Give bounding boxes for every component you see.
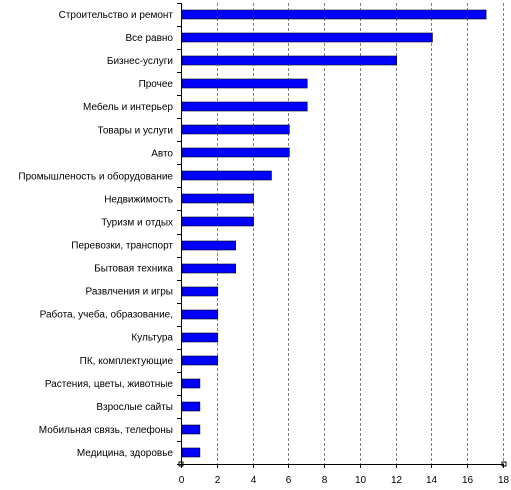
category-label: Культура <box>131 333 173 344</box>
category-label: Развлчения и игры <box>86 287 174 298</box>
category-label: Прочее <box>139 79 174 90</box>
category-label: Туризм и отдых <box>101 217 173 228</box>
bar <box>181 170 272 181</box>
category-label: Промышленость и оборудование <box>18 170 173 182</box>
x-tick-label-4: 4 <box>251 475 257 486</box>
bar <box>181 240 236 251</box>
x-tick-label-8: 8 <box>322 475 328 486</box>
bar <box>181 424 201 435</box>
bar <box>181 401 201 412</box>
category-label: Растения, цветы, животные <box>45 379 174 390</box>
axes <box>177 3 507 468</box>
bar <box>181 32 433 43</box>
bar <box>181 286 219 297</box>
x-tick-label-6: 6 <box>286 475 292 486</box>
category-label: Бизнес-услуги <box>107 56 173 67</box>
bar <box>181 309 219 320</box>
bar <box>181 263 236 274</box>
bar <box>181 193 254 204</box>
bar <box>181 378 201 389</box>
category-label: Перевозки, транспорт <box>71 241 173 252</box>
category-label: Взрослые сайты <box>96 402 173 413</box>
category-label: Авто <box>151 148 173 159</box>
gridlines <box>217 3 504 464</box>
axis-end-handle <box>501 461 507 467</box>
category-label: Товары и услуги <box>98 125 174 136</box>
bar <box>181 447 201 458</box>
category-label: Строительство и ремонт <box>59 10 174 21</box>
bar <box>181 216 254 227</box>
category-label: Недвижимость <box>104 194 173 205</box>
x-tick-label-12: 12 <box>391 475 403 486</box>
tick-labels: 0 2 4 6 8 10 12 14 16 18 <box>179 475 510 486</box>
category-label: Бытовая техника <box>94 264 173 275</box>
bar <box>181 147 290 158</box>
bar <box>181 101 308 112</box>
bars <box>181 9 487 458</box>
category-label: Мебель и интерьер <box>83 101 173 113</box>
category-label: Все равно <box>125 33 173 44</box>
x-tick-label-16: 16 <box>462 475 474 486</box>
bar <box>181 124 290 135</box>
x-tick-label-2: 2 <box>215 475 221 486</box>
bar <box>181 332 219 343</box>
category-labels: Строительство и ремонт Все равно Бизнес-ус… <box>18 10 173 459</box>
x-tick-label-14: 14 <box>426 475 438 486</box>
x-tick-label-0: 0 <box>179 475 185 486</box>
x-tick-label-10: 10 <box>355 475 367 486</box>
bar <box>181 9 487 20</box>
category-label: Работа, учеба, образование, <box>40 309 173 321</box>
bar <box>181 355 219 366</box>
bar <box>181 78 308 89</box>
category-label: ПК, комплектующие <box>80 356 174 367</box>
x-tick-label-18: 18 <box>498 475 510 486</box>
category-label: Медицина, здоровье <box>77 448 174 459</box>
category-label: Мобильная связь, телефоны <box>39 424 173 436</box>
bar <box>181 55 397 66</box>
